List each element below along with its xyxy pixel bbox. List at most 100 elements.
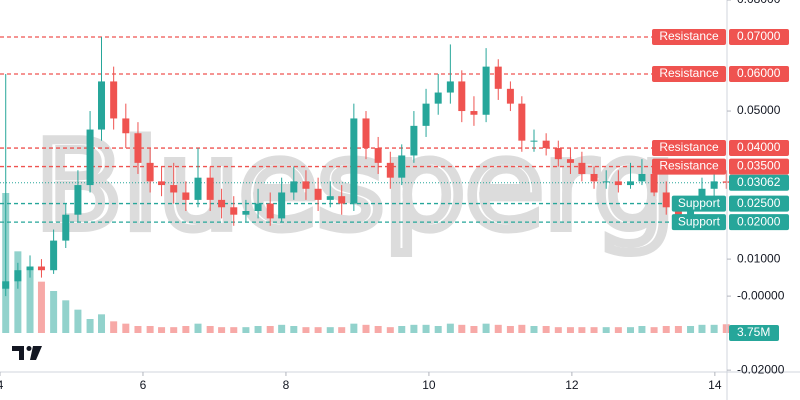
candle-body bbox=[338, 196, 346, 204]
volume-bar bbox=[86, 319, 94, 333]
volume-bar bbox=[614, 327, 622, 333]
volume-bar bbox=[26, 267, 34, 333]
candle-body bbox=[26, 266, 34, 271]
candle-body bbox=[110, 81, 118, 119]
candle-body bbox=[554, 148, 562, 160]
level-name: Resistance bbox=[659, 140, 719, 154]
x-tick-label: 10 bbox=[422, 378, 436, 392]
logo bbox=[12, 346, 42, 360]
candle-body bbox=[242, 210, 250, 215]
volume-bar bbox=[62, 300, 70, 333]
candle-body bbox=[578, 162, 586, 174]
candle-body bbox=[410, 125, 418, 156]
volume-bar bbox=[74, 309, 82, 333]
candle-body bbox=[518, 103, 526, 141]
candle-body bbox=[290, 181, 298, 193]
level-name-box bbox=[652, 140, 726, 157]
level-value: 0.03500 bbox=[737, 159, 781, 173]
candle-body bbox=[98, 81, 106, 130]
level-value: 0.06000 bbox=[737, 66, 781, 80]
candle-body bbox=[278, 192, 286, 219]
volume-bar bbox=[110, 321, 118, 333]
volume-bar bbox=[434, 326, 442, 333]
candle-body bbox=[482, 66, 490, 115]
candle-body bbox=[650, 173, 658, 193]
candle-body bbox=[722, 181, 730, 183]
volume-bar bbox=[710, 324, 718, 333]
volume-bar bbox=[37, 281, 45, 333]
y-tick-label: -0.02000 bbox=[737, 362, 785, 376]
candle-body bbox=[434, 92, 442, 104]
volume-bar bbox=[122, 323, 130, 333]
level-value-box bbox=[729, 195, 789, 212]
volume-bar bbox=[362, 324, 370, 333]
candle-body bbox=[170, 185, 178, 193]
candle-body bbox=[2, 281, 10, 289]
volume-bar bbox=[518, 324, 526, 333]
last-price-label: 0.03062 bbox=[737, 175, 781, 189]
candle-body bbox=[194, 177, 202, 200]
volume-bar bbox=[146, 326, 154, 333]
volume-label-box bbox=[729, 325, 779, 341]
level-value-box bbox=[729, 66, 789, 83]
volume-bar bbox=[722, 324, 730, 333]
candle-body bbox=[182, 192, 190, 200]
volume-bar bbox=[662, 326, 670, 333]
level-value-box bbox=[729, 158, 789, 175]
volume-bar bbox=[470, 326, 478, 333]
candle-body bbox=[266, 203, 274, 219]
level-name-box bbox=[652, 66, 726, 83]
volume-bar bbox=[674, 326, 682, 333]
volume-bar bbox=[638, 326, 646, 333]
volume-bar bbox=[687, 326, 695, 333]
level-value: 0.02000 bbox=[737, 214, 781, 228]
volume-bar bbox=[374, 326, 382, 333]
candle-body bbox=[446, 81, 454, 93]
candle-body bbox=[386, 162, 394, 178]
candle-body bbox=[602, 181, 610, 183]
level-name-box bbox=[652, 29, 726, 46]
volume-bar bbox=[158, 327, 166, 333]
volume-bar bbox=[278, 324, 286, 333]
y-tick-label: -0.00000 bbox=[737, 288, 785, 302]
volume-bar bbox=[458, 324, 466, 333]
candle-body bbox=[14, 270, 22, 282]
x-tick-label: 4 bbox=[0, 378, 4, 392]
candle-body bbox=[374, 148, 382, 163]
volume-bar bbox=[98, 314, 106, 333]
logo-mark bbox=[12, 346, 24, 360]
level-value-box bbox=[729, 29, 789, 46]
logo-mark bbox=[30, 346, 42, 360]
x-tick-label: 8 bbox=[283, 378, 290, 392]
volume-bar bbox=[254, 326, 262, 333]
volume-bar bbox=[482, 323, 490, 333]
candle-body bbox=[530, 140, 538, 142]
volume-bar bbox=[266, 326, 274, 333]
x-tick-label: 12 bbox=[565, 378, 579, 392]
candle-body bbox=[37, 266, 45, 271]
volume-bar bbox=[698, 324, 706, 333]
candle-body bbox=[542, 140, 550, 149]
candle-body bbox=[590, 173, 598, 182]
level-name-box bbox=[652, 158, 726, 175]
candle-body bbox=[218, 199, 226, 208]
candle-body bbox=[158, 181, 166, 186]
candle-body bbox=[494, 66, 502, 89]
level-value: 0.02500 bbox=[737, 196, 781, 210]
volume-bar bbox=[230, 327, 238, 333]
candle-body bbox=[146, 162, 154, 182]
volume-bar bbox=[626, 327, 634, 333]
y-tick-label: 0.08000 bbox=[737, 0, 781, 6]
volume-bar bbox=[398, 326, 406, 333]
volume-bar bbox=[134, 326, 142, 333]
volume-bar bbox=[194, 323, 202, 333]
volume-bar bbox=[50, 291, 58, 333]
logo-dot bbox=[26, 346, 32, 351]
candle-body bbox=[206, 177, 214, 200]
volume-bar bbox=[602, 327, 610, 333]
volume-bar bbox=[422, 324, 430, 333]
candle-body bbox=[638, 173, 646, 182]
level-name: Resistance bbox=[659, 66, 719, 80]
last-price-box bbox=[729, 174, 789, 191]
volume-label: 3.75M bbox=[737, 325, 770, 339]
